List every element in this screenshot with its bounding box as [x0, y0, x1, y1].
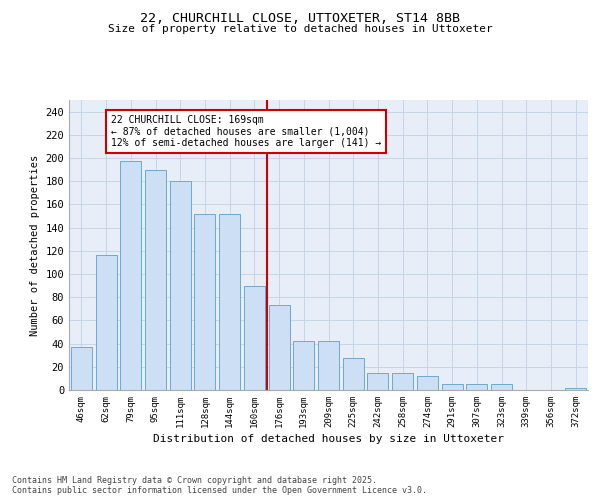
- Text: 22 CHURCHILL CLOSE: 169sqm
← 87% of detached houses are smaller (1,004)
12% of s: 22 CHURCHILL CLOSE: 169sqm ← 87% of deta…: [111, 115, 381, 148]
- Bar: [565, 388, 586, 390]
- Y-axis label: Number of detached properties: Number of detached properties: [30, 154, 40, 336]
- Bar: [466, 384, 487, 390]
- Bar: [120, 162, 141, 390]
- Text: Size of property relative to detached houses in Uttoxeter: Size of property relative to detached ho…: [107, 24, 493, 34]
- Bar: [392, 372, 413, 390]
- Bar: [71, 347, 92, 390]
- Bar: [269, 306, 290, 390]
- X-axis label: Distribution of detached houses by size in Uttoxeter: Distribution of detached houses by size …: [153, 434, 504, 444]
- Bar: [145, 170, 166, 390]
- Bar: [95, 256, 116, 390]
- Bar: [343, 358, 364, 390]
- Bar: [318, 342, 339, 390]
- Bar: [244, 286, 265, 390]
- Bar: [170, 181, 191, 390]
- Bar: [491, 384, 512, 390]
- Bar: [219, 214, 240, 390]
- Text: 22, CHURCHILL CLOSE, UTTOXETER, ST14 8BB: 22, CHURCHILL CLOSE, UTTOXETER, ST14 8BB: [140, 12, 460, 26]
- Bar: [293, 342, 314, 390]
- Bar: [442, 384, 463, 390]
- Bar: [367, 372, 388, 390]
- Bar: [194, 214, 215, 390]
- Text: Contains HM Land Registry data © Crown copyright and database right 2025.
Contai: Contains HM Land Registry data © Crown c…: [12, 476, 427, 495]
- Bar: [417, 376, 438, 390]
